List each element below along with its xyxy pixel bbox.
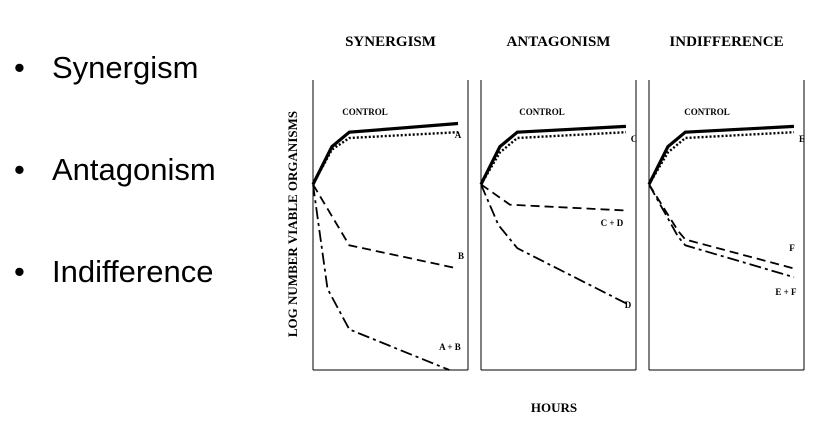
series-label: F	[789, 243, 795, 253]
x-axis-label: HOURS	[531, 400, 577, 415]
series-label: A	[455, 130, 462, 140]
panel-title: ANTAGONISM	[507, 34, 611, 50]
bullet-item: • Indifference	[14, 254, 213, 290]
bullet-list: • Synergism • Antagonism • Indifference	[0, 0, 260, 427]
series-line-b	[312, 183, 459, 270]
series-label: C + D	[601, 218, 624, 228]
series-line-c	[479, 131, 627, 186]
panel-title: SYNERGISM	[345, 34, 436, 50]
bullet-label: Antagonism	[52, 152, 216, 187]
bullet-item: • Antagonism	[14, 152, 216, 188]
series-label: D	[625, 300, 632, 310]
series-line-e	[647, 131, 795, 186]
series-label: C	[631, 134, 638, 144]
bullet-label: Indifference	[52, 254, 214, 289]
series-label: A + B	[439, 342, 461, 352]
series-line-a	[311, 131, 459, 185]
chart-panels: SYNERGISM CONTROL A B A + B ANTAGONISM CONTROL…	[311, 34, 805, 371]
panel-title: INDIFFERENCE	[669, 34, 783, 50]
series-label: CONTROL	[519, 107, 565, 117]
series-line-e-plus-f	[648, 183, 795, 279]
bullet-symbol: •	[14, 50, 25, 85]
series-line-a-plus-b	[312, 184, 450, 371]
series-line-control	[311, 121, 459, 186]
series-line-control	[647, 124, 795, 186]
series-line-c-plus-d	[480, 183, 627, 212]
chart-panel-indifference: INDIFFERENCE CONTROL E F E + F	[647, 34, 805, 371]
bullet-item: • Synergism	[14, 50, 198, 86]
series-line-d	[480, 184, 627, 305]
series-line-f	[648, 183, 795, 270]
bullet-label: Synergism	[52, 50, 199, 85]
y-axis-label: LOG NUMBER VIABLE ORGANISMS	[285, 111, 300, 337]
series-label: E	[799, 134, 805, 144]
series-label: CONTROL	[342, 107, 388, 117]
series-line-control	[479, 124, 627, 186]
chart-panel-synergism: SYNERGISM CONTROL A B A + B	[311, 34, 469, 371]
bullet-symbol: •	[14, 254, 25, 289]
series-label: CONTROL	[684, 107, 730, 117]
series-label: B	[458, 251, 464, 261]
chart-panel-antagonism: ANTAGONISM CONTROL C C + D D	[479, 34, 638, 371]
series-label: E + F	[775, 287, 797, 297]
bullet-symbol: •	[14, 152, 25, 187]
